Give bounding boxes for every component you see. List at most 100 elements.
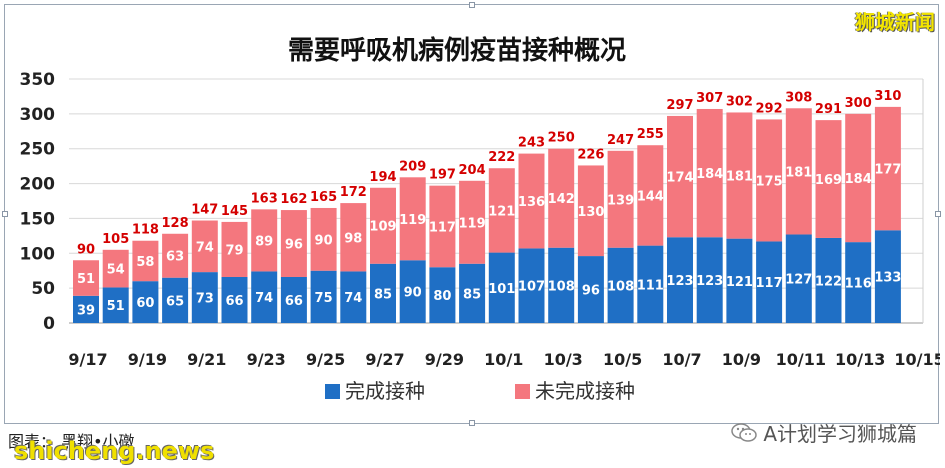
data-label-total-2: 118 <box>132 223 159 238</box>
data-label-total-21: 307 <box>696 91 723 106</box>
x-tick-label-2: 9/21 <box>187 350 226 369</box>
resize-handle-right[interactable] <box>935 211 941 217</box>
bar-incomplete-23 <box>756 119 783 242</box>
data-label-total-7: 162 <box>280 192 307 207</box>
bar-incomplete-2 <box>132 240 159 282</box>
bar-completed-3 <box>162 277 189 323</box>
resize-handle-bottom[interactable] <box>469 420 475 426</box>
data-label-completed-11: 90 <box>404 286 422 301</box>
bar-completed-1 <box>102 287 129 323</box>
bar-completed-0 <box>73 295 99 323</box>
data-label-incomplete-20: 174 <box>666 171 693 186</box>
bar-completed-23 <box>756 241 783 323</box>
data-label-completed-18: 108 <box>607 279 634 294</box>
data-label-incomplete-4: 74 <box>196 240 214 255</box>
data-label-incomplete-2: 58 <box>136 255 154 270</box>
resize-handle-top[interactable] <box>469 2 475 8</box>
data-label-incomplete-15: 136 <box>518 195 545 210</box>
data-label-total-9: 172 <box>340 185 367 200</box>
bar-incomplete-16 <box>548 148 575 248</box>
x-tick-label-13: 10/13 <box>835 350 885 369</box>
data-label-incomplete-9: 98 <box>344 231 362 246</box>
data-label-total-27: 310 <box>874 89 901 104</box>
bar-completed-25 <box>815 237 842 323</box>
x-tick-label-14: 10/15 <box>894 350 940 369</box>
data-label-completed-8: 75 <box>315 291 333 306</box>
data-label-completed-9: 74 <box>344 291 362 306</box>
bar-incomplete-5 <box>221 221 248 277</box>
bar-completed-26 <box>845 242 872 323</box>
data-label-incomplete-6: 89 <box>255 234 273 249</box>
data-label-completed-6: 74 <box>255 291 273 306</box>
data-label-completed-15: 107 <box>518 280 545 295</box>
x-tick-label-5: 9/27 <box>365 350 404 369</box>
data-label-completed-1: 51 <box>107 299 125 314</box>
data-label-incomplete-12: 117 <box>429 220 456 235</box>
wechat-source: A计划学习狮城篇 <box>731 418 917 447</box>
bar-incomplete-6 <box>251 209 278 272</box>
x-tick-label-11: 10/9 <box>722 350 761 369</box>
data-label-total-11: 209 <box>399 159 426 174</box>
chart-title: 需要呼吸机病例疫苗接种概况 <box>288 35 626 66</box>
data-label-total-20: 297 <box>666 98 693 113</box>
x-tick-label-1: 9/19 <box>128 350 167 369</box>
bar-completed-9 <box>340 271 367 323</box>
data-label-incomplete-27: 177 <box>874 163 901 178</box>
legend-swatch-incomplete <box>515 384 530 399</box>
bar-incomplete-17 <box>577 165 604 257</box>
y-tick-label-4: 200 <box>20 175 56 195</box>
x-tick-label-9: 10/5 <box>603 350 642 369</box>
bars: 39 51 90 51 54 105 60 58 118 65 63 128 73 74 147 66 79 14… <box>73 89 901 323</box>
data-label-completed-4: 73 <box>196 292 214 307</box>
bar-completed-4 <box>191 272 218 323</box>
bar-completed-8 <box>310 270 337 323</box>
data-label-incomplete-11: 119 <box>399 213 426 228</box>
bar-completed-2 <box>132 281 159 323</box>
data-label-total-12: 197 <box>429 168 456 183</box>
bar-incomplete-7 <box>280 210 307 277</box>
x-tick-label-6: 9/29 <box>425 350 464 369</box>
data-label-incomplete-13: 119 <box>459 216 486 231</box>
data-label-completed-17: 96 <box>582 284 600 299</box>
bar-chart: 需要呼吸机病例疫苗接种概况 0 50 100 150 200 250 300 350 39 51… <box>20 35 941 403</box>
y-tick-label-5: 250 <box>20 140 56 160</box>
x-axis: 9/17 9/19 9/21 9/23 9/25 9/27 9/29 10/1 10/3 10/5… <box>68 350 940 369</box>
data-label-completed-21: 123 <box>696 274 723 289</box>
bar-incomplete-11 <box>399 177 426 261</box>
data-label-total-4: 147 <box>191 203 218 218</box>
bar-incomplete-0 <box>73 260 99 296</box>
bar-incomplete-10 <box>370 187 396 264</box>
data-label-total-13: 204 <box>459 163 486 178</box>
bar-completed-24 <box>785 234 812 323</box>
bar-completed-17 <box>577 256 604 323</box>
brand-label: 狮城新闻 <box>855 10 935 34</box>
data-label-incomplete-5: 79 <box>225 243 243 258</box>
data-label-incomplete-18: 139 <box>607 193 634 208</box>
data-label-incomplete-0: 51 <box>77 272 95 287</box>
data-label-completed-20: 123 <box>666 274 693 289</box>
bar-incomplete-14 <box>488 168 515 253</box>
legend-label-incomplete: 未完成接种 <box>535 379 635 403</box>
bar-completed-15 <box>518 248 545 323</box>
bar-incomplete-21 <box>696 108 723 238</box>
bar-completed-21 <box>696 237 723 323</box>
bar-incomplete-3 <box>162 233 189 278</box>
data-label-completed-13: 85 <box>463 287 481 302</box>
data-label-completed-7: 66 <box>285 294 303 309</box>
bar-incomplete-24 <box>785 108 812 235</box>
legend: 完成接种 未完成接种 <box>325 379 635 403</box>
resize-handle-left[interactable] <box>2 211 8 217</box>
data-label-total-19: 255 <box>637 127 664 142</box>
data-label-incomplete-7: 96 <box>285 238 303 253</box>
data-label-incomplete-21: 184 <box>696 167 723 182</box>
data-label-total-24: 308 <box>785 90 812 105</box>
data-label-incomplete-10: 109 <box>369 220 396 235</box>
data-label-incomplete-23: 175 <box>756 174 783 189</box>
y-tick-label-1: 50 <box>31 279 55 299</box>
data-label-total-6: 163 <box>251 191 278 206</box>
data-label-total-14: 222 <box>488 150 515 165</box>
data-label-incomplete-22: 181 <box>726 170 753 185</box>
data-label-total-5: 145 <box>221 204 248 219</box>
legend-swatch-completed <box>325 384 340 399</box>
data-label-total-17: 226 <box>577 147 604 162</box>
